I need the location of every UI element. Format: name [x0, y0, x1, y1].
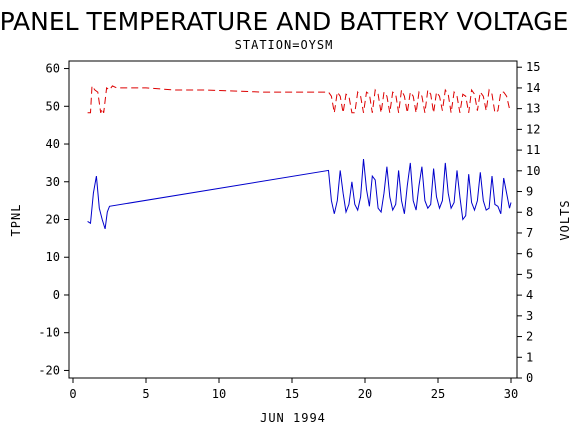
x-tick-label: 10	[212, 387, 226, 401]
x-axis-label: JUN 1994	[260, 411, 326, 425]
y-right-tick-label: 15	[526, 60, 540, 74]
y-left-tick-label: 40	[46, 137, 60, 151]
y-left-tick-label: 50	[46, 99, 60, 113]
plot-frame	[68, 60, 518, 379]
chart-subtitle: STATION=OYSM	[235, 38, 334, 52]
y-right-tick-label: 10	[526, 164, 540, 178]
y-right-tick-label: 1	[526, 350, 533, 364]
y-axis-left-label: TPNL	[9, 204, 23, 237]
y-right-tick-label: 6	[526, 247, 533, 261]
y-right-tick-label: 8	[526, 205, 533, 219]
chart-title: PANEL TEMPERATURE AND BATTERY VOLTAGE	[0, 7, 568, 36]
x-tick-label: 20	[358, 387, 372, 401]
y-right-tick-label: 11	[526, 143, 540, 157]
x-tick-label: 15	[285, 387, 299, 401]
x-tick-label: 30	[504, 387, 518, 401]
series-group	[87, 84, 512, 230]
y-right-tick-label: 3	[526, 309, 533, 323]
series-line-volts	[87, 84, 511, 114]
y-right-tick-label: 2	[526, 330, 533, 344]
y-right-tick-label: 12	[526, 122, 540, 136]
x-tick-label: 25	[431, 387, 445, 401]
y-left-tick-label: -20	[38, 363, 60, 377]
x-tick-label: 0	[69, 387, 76, 401]
y-left-tick-label: 20	[46, 213, 60, 227]
y-right-tick-label: 5	[526, 267, 533, 281]
y-axis-left: -20 -10 0 10 20 30 40 50 60	[38, 62, 69, 377]
y-left-tick-label: 0	[53, 288, 60, 302]
y-right-tick-label: 9	[526, 185, 533, 199]
y-right-tick-label: 7	[526, 226, 533, 240]
x-axis: 0 5 10 15 20 25 30	[69, 378, 518, 401]
y-left-tick-label: 60	[46, 62, 60, 76]
y-left-tick-label: -10	[38, 326, 60, 340]
series-line-tpnl	[87, 159, 512, 230]
y-right-tick-label: 0	[526, 371, 533, 385]
y-left-tick-label: 30	[46, 175, 60, 189]
y-right-tick-label: 4	[526, 288, 533, 302]
y-axis-right-label: VOLTS	[558, 199, 570, 240]
y-right-tick-label: 13	[526, 102, 540, 116]
y-left-tick-label: 10	[46, 250, 60, 264]
y-right-tick-label: 14	[526, 81, 540, 95]
x-tick-label: 5	[142, 387, 149, 401]
